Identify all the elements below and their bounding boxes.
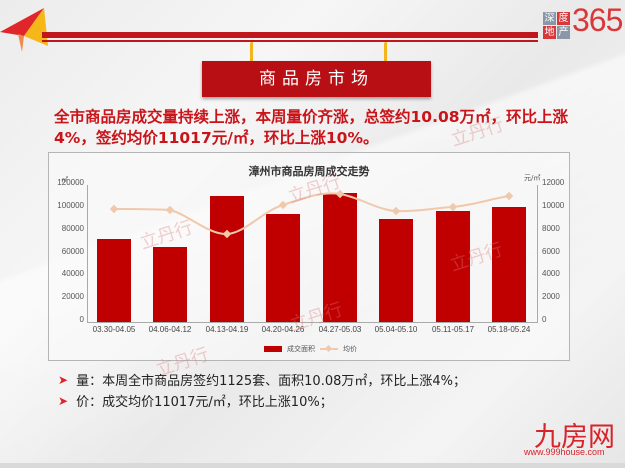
x-label: 05.18-05.24	[487, 325, 531, 334]
logo-char: 产	[557, 26, 570, 39]
y2-tick: 0	[542, 315, 547, 324]
bar-4	[323, 193, 357, 322]
y-tick: 100000	[57, 201, 84, 210]
bar-2	[210, 196, 244, 322]
logo-char: 度	[557, 12, 570, 25]
y2-tick: 12000	[542, 178, 565, 187]
x-label: 03.30-04.05	[92, 325, 136, 334]
bar-1	[153, 247, 187, 322]
bullet-text: 价：成交均价11017元/㎡，环比上涨10%；	[76, 395, 333, 410]
bottom-strip	[0, 463, 625, 468]
logo-char: 地	[543, 26, 556, 39]
x-label: 04.06-04.12	[148, 325, 192, 334]
chart-legend: 成交面积 均价	[264, 344, 357, 354]
x-label: 04.20-04.26	[261, 325, 305, 334]
right-axis	[537, 185, 538, 322]
banner-hook-right	[384, 42, 391, 64]
y-tick: 120000	[57, 178, 84, 187]
right-axis-unit: 元/㎡	[524, 174, 541, 182]
y-tick: 20000	[61, 292, 84, 301]
legend-line-label: 均价	[343, 345, 357, 353]
bar-6	[436, 211, 470, 322]
y-tick: 0	[79, 315, 84, 324]
avg-price-line	[109, 189, 514, 239]
x-label: 04.13-04.19	[205, 325, 249, 334]
header-rule-thin	[42, 40, 538, 42]
paper-plane-arrow-icon	[0, 8, 48, 52]
headline-summary: 全市商品房成交量持续上涨，本周量价齐涨，总签约10.08万㎡，环比上涨4%，签约…	[54, 108, 569, 147]
y2-tick: 8000	[542, 224, 560, 233]
x-label: 05.04-05.10	[374, 325, 418, 334]
999house-logo: 九房网 www.999house.com	[520, 417, 620, 462]
header-rule	[42, 32, 538, 38]
bullet-price: ➤ 价：成交均价11017元/㎡，环比上涨10%；	[58, 391, 333, 411]
y2-tick: 10000	[542, 201, 565, 210]
weekly-transaction-chart: 漳州市商品房周成交走势 ㎡ 元/㎡ 120000 100000 80000 60…	[48, 152, 570, 361]
bar-0	[97, 239, 131, 322]
logo-url: www.999house.com	[524, 447, 605, 457]
left-axis-unit: ㎡	[61, 176, 68, 184]
x-axis	[87, 322, 538, 323]
bullet-volume: ➤ 量：本周全市商品房签约1125套、面积10.08万㎡，环比上涨4%；	[58, 370, 466, 390]
bar-7	[492, 207, 526, 322]
banner-hook-left	[250, 42, 257, 64]
y2-tick: 4000	[542, 269, 560, 278]
bar-3	[266, 214, 300, 322]
logo-char: 深	[543, 12, 556, 25]
y-tick: 60000	[61, 247, 84, 256]
bullet-arrow-icon: ➤	[58, 372, 69, 387]
x-label: 05.11-05.17	[431, 325, 475, 334]
legend-line-swatch	[320, 348, 338, 350]
bar-5	[379, 219, 413, 322]
bullet-arrow-icon: ➤	[58, 393, 69, 408]
y2-tick: 6000	[542, 247, 560, 256]
left-axis	[87, 185, 88, 322]
chart-title: 漳州市商品房周成交走势	[248, 165, 370, 178]
legend-bar-label: 成交面积	[287, 345, 315, 353]
legend-bar-swatch	[264, 346, 282, 352]
y2-tick: 2000	[542, 292, 560, 301]
shendu-365-logo: 深 度 地 产 365	[543, 2, 623, 44]
y-tick: 40000	[61, 269, 84, 278]
y-tick: 80000	[61, 224, 84, 233]
section-banner: 商品房市场	[202, 61, 431, 97]
bullet-text: 量：本周全市商品房签约1125套、面积10.08万㎡，环比上涨4%；	[76, 374, 466, 389]
x-label: 04.27-05.03	[318, 325, 362, 334]
logo-number: 365	[572, 2, 623, 38]
logo-name: 九房网	[534, 422, 615, 453]
